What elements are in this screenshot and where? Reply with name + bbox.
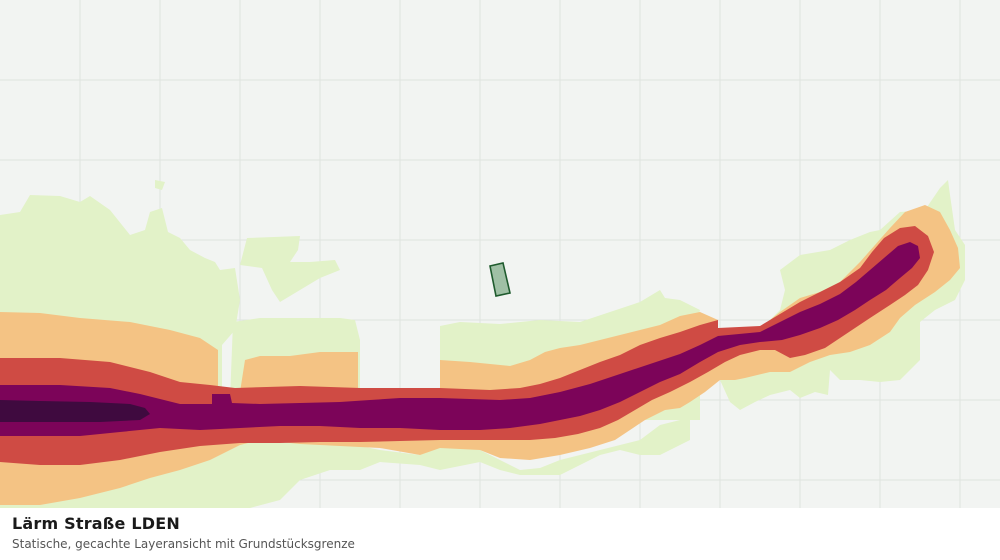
noise-zone-class-5 <box>0 400 150 422</box>
layer-info-panel: Lärm Straße LDEN Statische, gecachte Lay… <box>0 508 1000 560</box>
parcel-boundary[interactable] <box>489 262 511 297</box>
noise-map-canvas[interactable] <box>0 0 1000 508</box>
layer-subtitle: Statische, gecachte Layeransicht mit Gru… <box>12 537 355 551</box>
map-view[interactable] <box>0 0 1000 508</box>
layer-title: Lärm Straße LDEN <box>12 514 180 533</box>
